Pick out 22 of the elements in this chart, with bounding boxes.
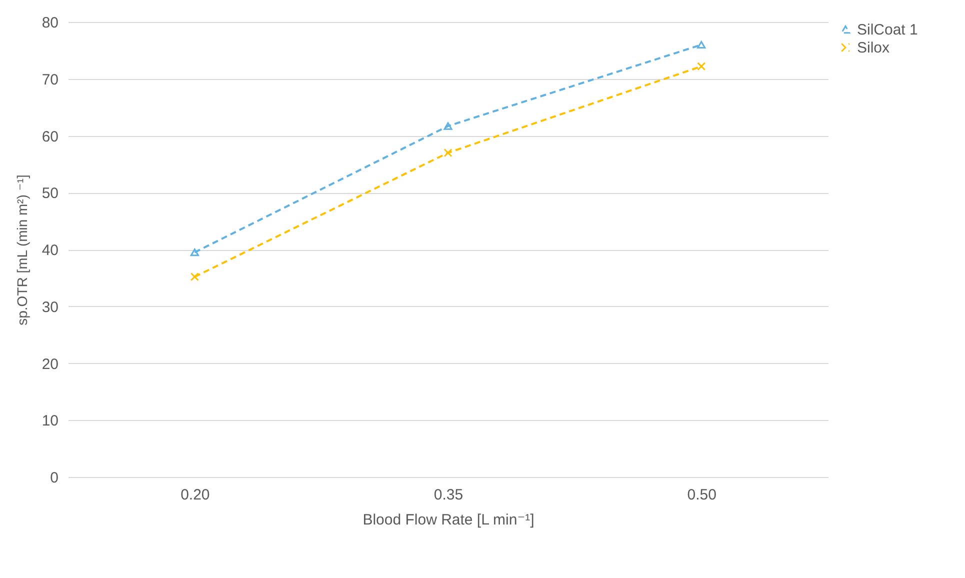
- x-axis-title: Blood Flow Rate [L min⁻¹]: [362, 512, 534, 528]
- x-tick-label: 0.50: [687, 486, 716, 504]
- point: [190, 272, 199, 282]
- y-tick-label: 80: [42, 14, 58, 32]
- point: [190, 248, 199, 256]
- point: [444, 148, 452, 158]
- y-tick-label: 0: [50, 470, 58, 486]
- point: [697, 40, 706, 49]
- y-tick-label: 40: [42, 242, 58, 259]
- point: [697, 62, 706, 71]
- y-axis-title: sp.OTR [mL (min m²) ⁻¹]: [14, 174, 30, 326]
- y-tick-label: 50: [42, 185, 58, 202]
- point: [444, 122, 452, 130]
- y-tick-label: 30: [42, 298, 58, 316]
- legend-label: SilCoat 1: [857, 22, 918, 38]
- y-tick-label: 60: [42, 128, 58, 146]
- legend-label: Silox: [857, 40, 890, 56]
- x-tick-label: 0.35: [434, 486, 464, 504]
- x-tick-label: 0.20: [180, 486, 210, 504]
- y-tick-label: 10: [42, 412, 58, 430]
- y-tick-label: 70: [42, 71, 58, 88]
- y-tick-label: 20: [42, 356, 58, 373]
